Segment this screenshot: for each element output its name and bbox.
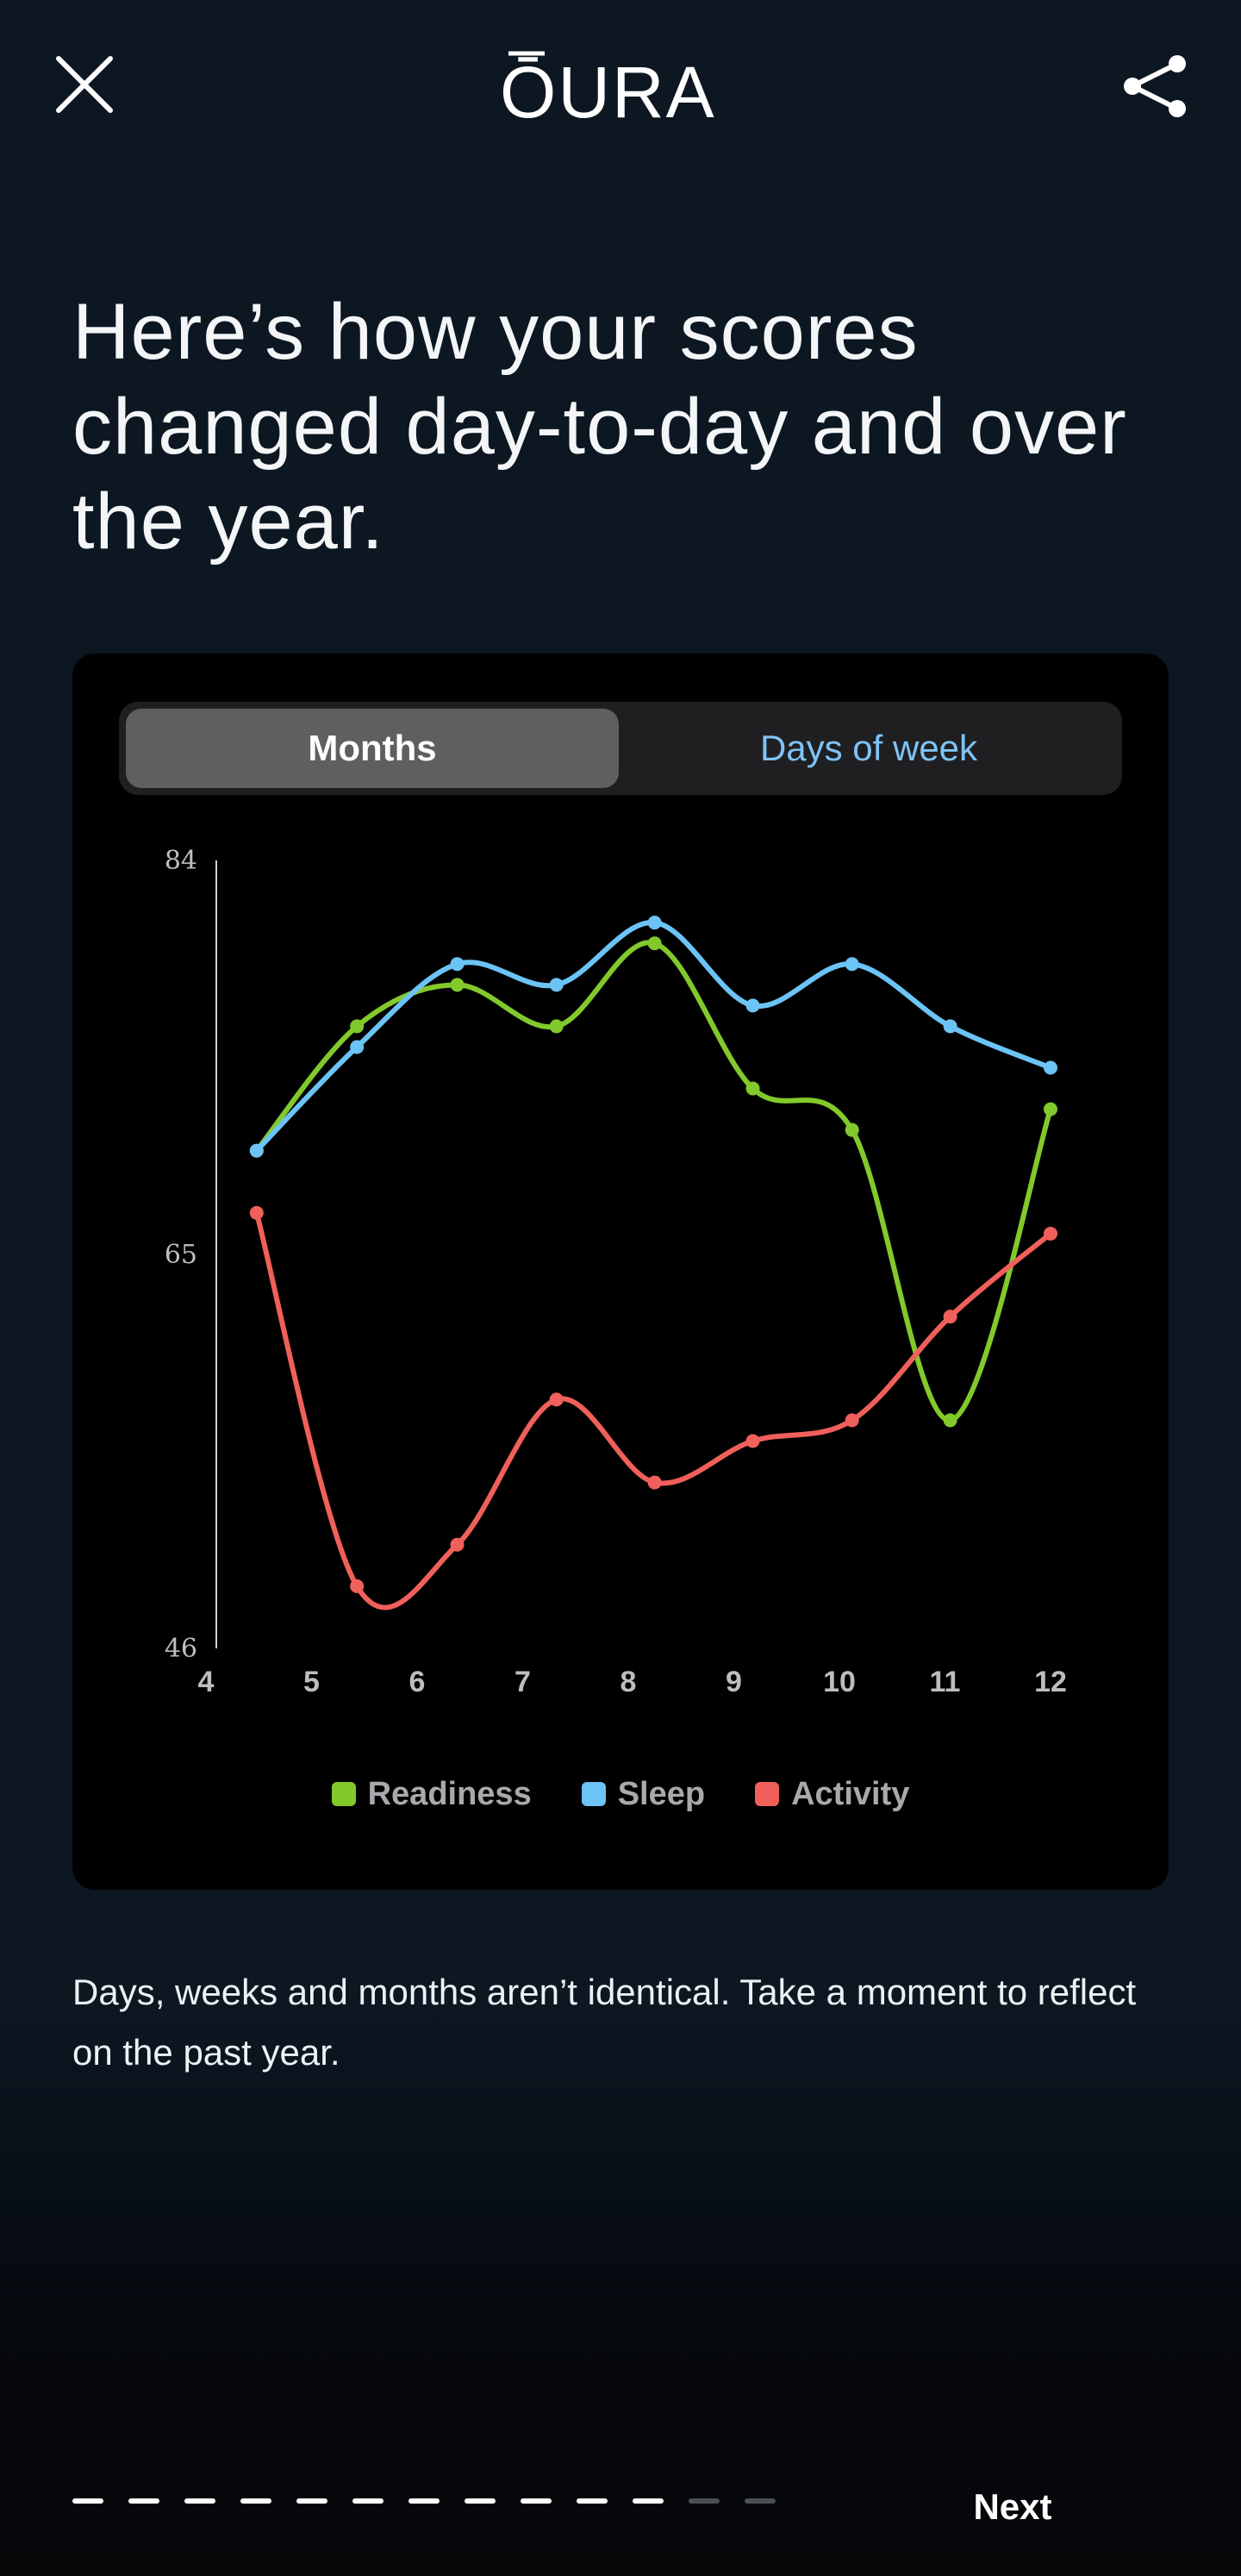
progress-indicator xyxy=(72,2498,776,2504)
sleep-point xyxy=(745,998,760,1013)
progress-dash xyxy=(408,2498,440,2504)
activity-line xyxy=(253,1210,1053,1610)
progress-dash xyxy=(577,2498,608,2504)
legend-swatch xyxy=(331,1782,356,1806)
x-tick-label: 4 xyxy=(198,1666,215,1698)
y-tick-label: 84 xyxy=(165,846,197,876)
readiness-point xyxy=(845,1122,859,1137)
activity-point xyxy=(350,1579,365,1593)
readiness-point xyxy=(350,1019,365,1034)
scores-line-chart: 84 65 464 5 6 7 8 9 10 11 12 xyxy=(165,846,1067,1698)
months-tab[interactable]: Months xyxy=(126,709,619,788)
progress-dash xyxy=(72,2498,103,2504)
readiness-point xyxy=(745,1081,760,1096)
x-tick-label: 10 xyxy=(823,1666,856,1698)
caption-text: Days, weeks and months aren’t identical.… xyxy=(72,1972,1137,2073)
scores-chart-card: Months Days of week 84 65 46 4 5 6 7 8 9 10 11 12 R… xyxy=(72,653,1169,1890)
legend-swatch xyxy=(755,1782,780,1806)
activity-point xyxy=(647,1475,662,1490)
progress-dash xyxy=(689,2498,720,2504)
legend-item-activity: Activity xyxy=(755,1776,909,1813)
legend-label: Sleep xyxy=(617,1775,706,1812)
readiness-point xyxy=(943,1413,957,1428)
top-bar: ŌURA xyxy=(0,0,1241,172)
activity-point xyxy=(549,1392,564,1407)
legend-item-readiness: Readiness xyxy=(331,1775,532,1813)
readiness-point xyxy=(1044,1102,1057,1116)
sleep-point xyxy=(845,957,859,972)
activity-point xyxy=(943,1310,957,1324)
progress-dash xyxy=(352,2498,384,2504)
progress-dash xyxy=(240,2498,271,2504)
page-headline: Here’s how your scores changed day-to-da… xyxy=(72,288,1127,566)
sleep-line xyxy=(253,920,1053,1154)
progress-dash xyxy=(296,2498,327,2504)
share-button[interactable] xyxy=(1120,53,1193,119)
sleep-point xyxy=(249,1143,264,1158)
x-tick-label: 8 xyxy=(620,1666,637,1698)
progress-dash xyxy=(521,2498,552,2504)
y-tick-label: 65 xyxy=(165,1240,197,1270)
sleep-point xyxy=(647,916,662,930)
activity-point xyxy=(1044,1226,1057,1241)
x-tick-label: 12 xyxy=(1034,1666,1067,1698)
activity-point xyxy=(745,1434,760,1448)
activity-point xyxy=(450,1537,465,1552)
x-tick-label: 5 xyxy=(303,1666,320,1698)
logo-text: ŌURA xyxy=(500,52,716,126)
close-icon xyxy=(56,56,113,113)
sleep-point xyxy=(943,1019,957,1034)
oura-logo: ŌURA xyxy=(500,48,741,133)
x-tick-label: 11 xyxy=(930,1666,961,1698)
sleep-point xyxy=(450,957,465,972)
progress-dash xyxy=(184,2498,215,2504)
period-toggle: Months Days of week xyxy=(119,702,1122,795)
sleep-point xyxy=(350,1040,365,1054)
share-icon xyxy=(1124,55,1186,117)
x-tick-label: 7 xyxy=(514,1666,531,1698)
next-button[interactable]: Next xyxy=(973,2486,1052,2527)
sleep-point xyxy=(549,978,564,992)
legend-label: Activity xyxy=(791,1775,910,1812)
legend-label: Readiness xyxy=(367,1775,532,1812)
readiness-point xyxy=(647,936,662,951)
legend-swatch xyxy=(581,1782,606,1806)
days-of-week-tab[interactable]: Days of week xyxy=(759,728,978,768)
activity-point xyxy=(845,1413,859,1428)
legend-item-sleep: Sleep xyxy=(581,1775,706,1813)
readiness-point xyxy=(549,1019,564,1034)
progress-dash xyxy=(745,2498,776,2504)
y-tick-label: 46 xyxy=(165,1634,197,1664)
x-tick-label: 9 xyxy=(726,1666,742,1698)
x-tick-label: 6 xyxy=(409,1666,426,1698)
progress-dash xyxy=(633,2498,664,2504)
close-button[interactable] xyxy=(52,52,117,117)
chart-legend: Readiness Sleep Activity xyxy=(72,1773,1169,1816)
sleep-point xyxy=(1044,1060,1057,1075)
progress-dash xyxy=(128,2498,159,2504)
readiness-point xyxy=(450,978,465,992)
progress-dash xyxy=(465,2498,496,2504)
activity-point xyxy=(249,1205,264,1220)
